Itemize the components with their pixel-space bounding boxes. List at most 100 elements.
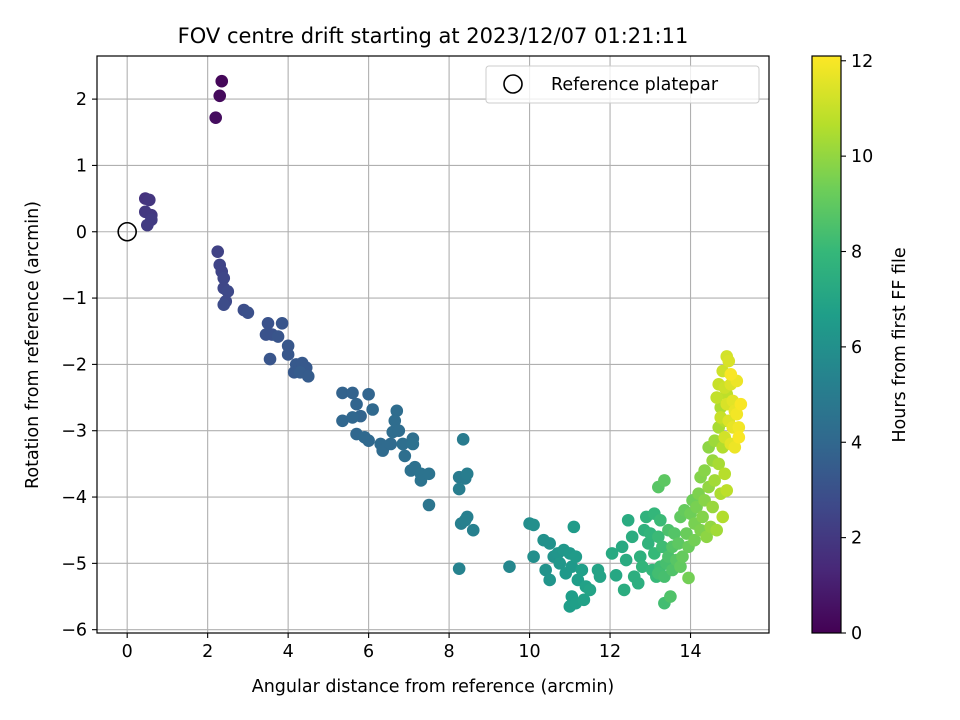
data-point <box>732 431 746 444</box>
data-point <box>734 397 748 411</box>
data-point <box>336 414 349 428</box>
data-point <box>452 562 466 575</box>
data-point <box>609 569 623 582</box>
data-point <box>390 404 404 418</box>
data-point <box>217 271 231 285</box>
data-point <box>674 560 687 573</box>
data-point <box>241 306 255 319</box>
colorbar-tick-label: 10 <box>851 147 873 167</box>
data-point <box>543 537 556 550</box>
data-point <box>281 348 295 361</box>
x-tick-label: 10 <box>518 642 540 662</box>
data-point <box>633 550 647 564</box>
data-point <box>575 563 589 577</box>
data-point <box>593 570 607 583</box>
data-point <box>676 550 689 564</box>
y-tick-label: −5 <box>61 554 87 574</box>
colorbar-tick-label: 2 <box>851 529 862 549</box>
data-point <box>712 457 726 471</box>
data-point <box>617 583 631 597</box>
data-point <box>656 540 669 554</box>
data-point <box>275 316 289 330</box>
data-point <box>422 498 436 512</box>
data-point <box>384 437 398 451</box>
data-point <box>281 339 295 353</box>
colorbar: 0 2 4 6 8 10 12 Hours from first FF file <box>811 52 910 644</box>
plot-frame <box>96 55 770 634</box>
data-point <box>263 352 277 366</box>
data-point <box>631 576 645 590</box>
colorbar-tick-label: 8 <box>851 243 862 263</box>
x-axis-label: Angular distance from reference (arcmin) <box>252 677 615 697</box>
data-point <box>565 560 579 573</box>
data-point <box>215 74 229 88</box>
data-point <box>652 530 665 544</box>
data-point <box>221 285 235 298</box>
data-point <box>688 533 701 547</box>
data-point <box>539 563 552 577</box>
legend-box <box>485 65 760 104</box>
data-point <box>728 440 742 454</box>
legend-label: Reference platepar <box>551 75 719 95</box>
y-tick-label: 0 <box>76 223 87 243</box>
data-point <box>388 414 402 428</box>
data-point <box>271 330 285 343</box>
data-point <box>362 387 375 401</box>
y-tick-label: −1 <box>61 289 87 309</box>
data-point <box>527 518 540 532</box>
data-point <box>553 557 567 570</box>
data-point <box>700 530 713 544</box>
data-point <box>213 89 227 103</box>
data-point <box>396 437 410 451</box>
data-point <box>346 411 359 424</box>
data-point <box>466 523 480 537</box>
data-point <box>615 540 629 554</box>
data-point <box>346 386 359 400</box>
x-tick-label: 4 <box>283 642 294 662</box>
data-point <box>456 433 470 446</box>
colorbar-tick-label: 12 <box>851 52 873 72</box>
y-tick-label: −3 <box>61 422 87 442</box>
data-point <box>366 403 379 416</box>
data-point <box>706 500 719 514</box>
x-tick-label: 14 <box>679 642 701 662</box>
data-point <box>724 368 738 381</box>
data-point <box>211 245 225 258</box>
data-point <box>527 550 540 564</box>
y-tick-label: 1 <box>76 156 87 176</box>
colorbar-ticks: 0 2 4 6 8 10 12 <box>841 52 873 644</box>
data-point <box>567 520 581 534</box>
data-point <box>658 474 671 487</box>
data-point <box>406 437 420 451</box>
data-point <box>619 553 633 567</box>
data-point <box>718 467 732 481</box>
colorbar-tick-label: 4 <box>851 433 862 453</box>
x-axis-ticks: 0 2 4 6 8 10 12 14 <box>122 633 702 662</box>
data-point <box>682 571 695 585</box>
data-point <box>641 537 655 550</box>
data-point <box>577 593 591 607</box>
data-point <box>635 560 649 573</box>
legend: Reference platepar <box>485 65 760 104</box>
data-point <box>422 467 436 481</box>
data-point <box>143 193 156 207</box>
reference-marker <box>117 221 137 242</box>
data-point <box>696 510 709 524</box>
data-point <box>392 424 406 438</box>
data-point <box>503 560 516 573</box>
data-point <box>261 316 275 330</box>
data-point <box>698 464 711 477</box>
y-tick-label: −2 <box>61 355 87 375</box>
colorbar-tick-label: 6 <box>851 338 862 358</box>
x-tick-label: 0 <box>122 642 133 662</box>
y-axis-ticks: −6 −5 −4 −3 −2 −1 0 1 2 <box>61 90 97 641</box>
data-point <box>722 354 736 368</box>
data-point <box>362 434 375 447</box>
x-tick-label: 2 <box>202 642 213 662</box>
data-point <box>452 482 466 496</box>
data-point <box>543 573 556 587</box>
data-points <box>138 74 748 613</box>
data-point <box>708 474 721 487</box>
data-point <box>668 527 681 540</box>
